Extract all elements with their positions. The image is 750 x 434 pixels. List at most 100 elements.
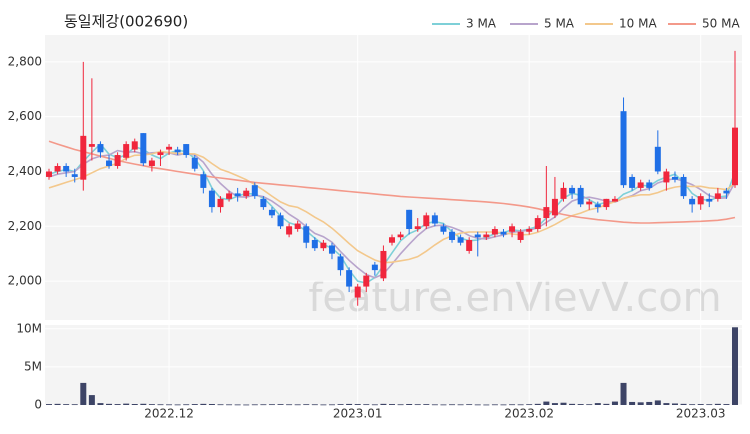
candle-body (526, 229, 533, 232)
volume-bar (466, 404, 473, 406)
volume-bar (54, 403, 61, 405)
candle-body (423, 215, 430, 227)
candle-body (71, 174, 78, 177)
candle-body (277, 215, 284, 227)
volume-bar (629, 401, 636, 405)
legend-label: 5 MA (544, 17, 575, 31)
candle-body (157, 152, 164, 156)
candle-body (509, 226, 516, 232)
volume-bar (440, 404, 447, 406)
volume-bar (71, 404, 78, 406)
volume-bar (380, 403, 387, 405)
volume-bar (620, 382, 627, 405)
volume-bar (474, 404, 481, 406)
candle-body (714, 193, 721, 199)
volume-bar (320, 404, 327, 406)
volume-bar (654, 400, 661, 405)
volume-bar (551, 403, 558, 405)
candle-body (440, 226, 447, 232)
volume-bar (208, 404, 215, 405)
volume-bar (680, 403, 687, 405)
candle-body (697, 196, 704, 205)
volume-bar (114, 404, 121, 405)
volume-bar (723, 404, 730, 405)
legend-label: 10 MA (619, 17, 657, 31)
volume-bar (294, 404, 301, 406)
candle-body (457, 237, 464, 243)
ma-line (48, 150, 736, 264)
candle-body (629, 176, 636, 188)
candle-body (46, 171, 52, 177)
volume-bar (611, 401, 618, 405)
volume-bar (732, 327, 738, 405)
candle-body (680, 176, 687, 197)
volume-bar (251, 404, 258, 406)
volume-bar (706, 404, 713, 406)
watermark: feature.enVievV.com (308, 275, 721, 321)
candle-body (217, 198, 224, 208)
y-tick-label: 2,400 (8, 164, 42, 178)
volume-bar (646, 401, 653, 405)
candle-body (594, 204, 601, 208)
candle-body (380, 250, 387, 279)
candle-body (311, 239, 318, 249)
candle-body (491, 229, 498, 235)
volume-bar (414, 404, 421, 406)
volume-bar (406, 404, 413, 405)
candle-body (449, 231, 456, 240)
volume-bar (97, 403, 104, 405)
volume-bar (560, 402, 567, 405)
candle-body (646, 182, 653, 188)
volume-bar (543, 401, 550, 405)
candle-body (63, 165, 70, 172)
candle-body (406, 209, 413, 230)
candle-body (174, 149, 181, 153)
x-tick-label: 2023.02 (504, 407, 554, 421)
candle-body (551, 198, 558, 216)
volume-bar (88, 395, 95, 405)
candle-body (689, 198, 696, 205)
candle-body (106, 160, 113, 166)
volume-bar (457, 404, 464, 406)
volume-bar (663, 403, 670, 405)
volume-bar (569, 403, 576, 405)
volume-bar (423, 404, 430, 405)
chart-title: 동일제강(002690) (64, 13, 188, 31)
volume-bar (260, 404, 267, 406)
legend-label: 3 MA (466, 17, 497, 31)
volume-bar (431, 404, 438, 406)
candle-body (234, 193, 241, 197)
volume-bar (603, 403, 610, 405)
y-tick-label: 2,200 (8, 219, 42, 233)
volume-bar (166, 404, 173, 406)
volume-bar (217, 404, 224, 406)
volume-bar (191, 404, 198, 405)
candle-body (191, 157, 198, 169)
volume-bar (243, 404, 250, 406)
volume-bar (491, 404, 498, 406)
candle-body (620, 111, 627, 186)
volume-bar (234, 404, 241, 406)
x-tick-label: 2022.12 (144, 407, 194, 421)
candle-body (560, 187, 567, 199)
volume-bar (226, 404, 233, 406)
candle-body (354, 286, 361, 298)
volume-bar (483, 404, 490, 406)
candle-body (517, 231, 524, 240)
candle-body (183, 144, 190, 156)
volume-bar (183, 404, 190, 406)
volume-bar (303, 404, 310, 406)
candle-body (268, 209, 275, 216)
candle-body (569, 187, 576, 194)
volume-bar (534, 403, 541, 405)
volume-bar (311, 404, 318, 406)
candle-body (732, 127, 738, 186)
y-tick-label: 2,000 (8, 274, 42, 288)
volume-bar (500, 404, 507, 406)
candle-body (88, 144, 95, 147)
candle-body (346, 270, 353, 287)
volume-bar (157, 404, 164, 406)
candle-body (131, 141, 138, 150)
candle-body (474, 234, 481, 238)
